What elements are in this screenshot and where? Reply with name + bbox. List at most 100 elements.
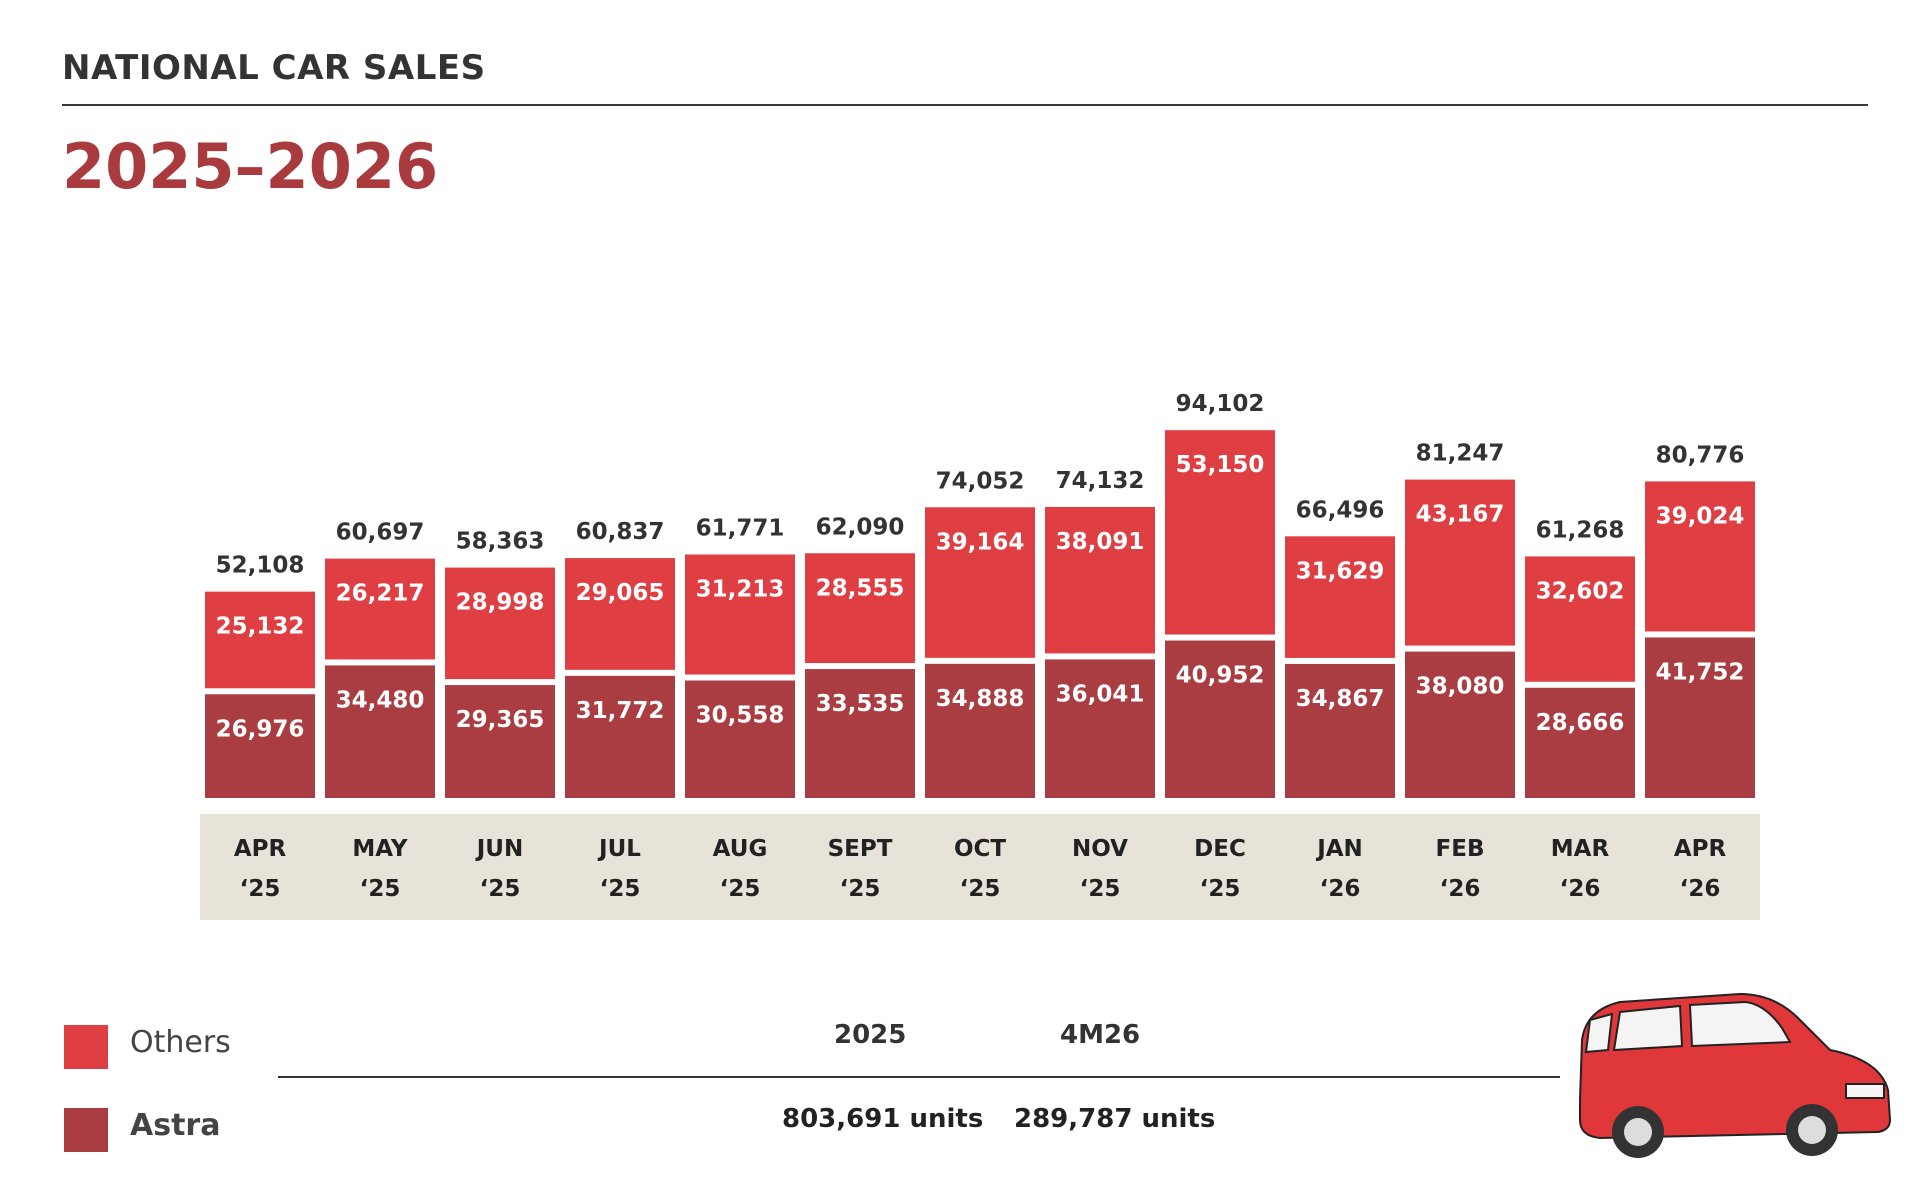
data-label-astra: 41,752 (1656, 659, 1745, 685)
data-label-total: 94,102 (1176, 391, 1265, 417)
data-label-others: 28,555 (816, 575, 905, 601)
bar-others (685, 554, 795, 675)
bar-others (1165, 430, 1275, 635)
bar-astra (1525, 687, 1635, 798)
x-tick-label-year: ‘25 (240, 876, 281, 902)
data-label-astra: 36,041 (1056, 681, 1145, 707)
data-label-total: 52,108 (216, 553, 305, 579)
data-label-others: 26,217 (336, 581, 425, 607)
data-label-astra: 34,867 (1296, 686, 1385, 712)
bar-others (325, 558, 435, 660)
x-tick-label-month: NOV (1072, 836, 1128, 862)
bar-astra (1405, 651, 1515, 798)
x-tick-label-year: ‘25 (720, 876, 761, 902)
stacked-bar-chart: 26,976 25,132 52,108 APR ‘25 34,480 26,217 60,6… (200, 391, 1760, 920)
bar-astra (565, 675, 675, 798)
x-tick-label-year: ‘26 (1320, 876, 1361, 902)
data-label-others: 39,164 (936, 529, 1025, 555)
x-tick-label-year: ‘25 (840, 876, 881, 902)
summary-divider (278, 1076, 1560, 1078)
bar-others (1405, 479, 1515, 646)
x-tick-label-month: JUL (597, 836, 641, 862)
data-label-astra: 34,480 (336, 687, 425, 713)
header-divider (62, 104, 1868, 106)
bar-astra (1285, 663, 1395, 798)
summary-period-4m26: 4M26 (1060, 1020, 1141, 1050)
x-tick-label-year: ‘26 (1560, 876, 1601, 902)
data-label-astra: 33,535 (816, 691, 905, 717)
bar-astra (325, 665, 435, 798)
data-label-total: 80,776 (1656, 442, 1745, 468)
x-tick-label-month: DEC (1194, 836, 1246, 862)
data-label-astra: 30,558 (696, 703, 785, 729)
data-label-total: 62,090 (816, 514, 905, 540)
data-label-others: 31,629 (1296, 558, 1385, 584)
data-label-others: 29,065 (576, 580, 665, 606)
x-tick-label-year: ‘25 (360, 876, 401, 902)
data-label-astra: 29,365 (456, 707, 545, 733)
x-tick-label-month: MAY (352, 836, 407, 862)
data-label-others: 43,167 (1416, 502, 1505, 528)
data-label-total: 58,363 (456, 529, 545, 555)
car-illustration (1579, 992, 1892, 1158)
x-tick-label-month: AUG (713, 836, 768, 862)
x-tick-label-month: APR (234, 836, 287, 862)
data-label-total: 60,837 (576, 519, 665, 545)
legend-label-others: Others (130, 1025, 231, 1060)
legend-label-astra: Astra (130, 1108, 221, 1143)
data-label-others: 25,132 (216, 614, 305, 640)
x-axis-band (200, 814, 1760, 920)
x-tick-label-year: ‘25 (1200, 876, 1241, 902)
x-tick-label-month: JAN (1315, 836, 1363, 862)
data-label-total: 60,697 (336, 520, 425, 546)
bar-others (565, 558, 675, 670)
x-tick-label-year: ‘25 (1080, 876, 1121, 902)
x-tick-label-year: ‘26 (1440, 876, 1481, 902)
section-title: NATIONAL CAR SALES (62, 48, 486, 88)
data-label-astra: 26,976 (216, 716, 305, 742)
bar-astra (1045, 659, 1155, 798)
bar-astra (805, 669, 915, 798)
bar-others (925, 507, 1035, 658)
data-label-astra: 34,888 (936, 686, 1025, 712)
summary-value-2025: 803,691 units (782, 1104, 984, 1134)
x-tick-label-month: SEPT (828, 836, 893, 862)
x-tick-label-month: JUN (475, 836, 523, 862)
data-label-astra: 40,952 (1176, 663, 1265, 689)
legend-swatch-astra (64, 1108, 108, 1152)
bar-astra (445, 685, 555, 798)
x-tick-label-month: OCT (954, 836, 1006, 862)
x-tick-label-year: ‘25 (960, 876, 1001, 902)
bar-others (1645, 481, 1755, 632)
data-label-others: 31,213 (696, 576, 785, 602)
x-tick-label-month: FEB (1436, 836, 1485, 862)
x-tick-label-month: MAR (1551, 836, 1610, 862)
bar-astra (925, 663, 1035, 798)
legend-swatch-others (64, 1025, 108, 1069)
bar-others (1525, 556, 1635, 682)
x-tick-label-year: ‘25 (600, 876, 641, 902)
summary-value-4m26: 289,787 units (1014, 1104, 1216, 1134)
data-label-total: 81,247 (1416, 441, 1505, 467)
bar-others (205, 591, 315, 689)
x-tick-label-year: ‘26 (1680, 876, 1721, 902)
data-label-astra: 31,772 (576, 698, 665, 724)
summary-period-2025: 2025 (834, 1020, 907, 1050)
bar-others (1285, 536, 1395, 658)
bar-others (445, 567, 555, 680)
data-label-others: 39,024 (1656, 503, 1745, 529)
period-title: 2025–2026 (62, 130, 439, 203)
bar-astra (1645, 637, 1755, 798)
bar-astra (1165, 640, 1275, 798)
data-label-total: 61,268 (1536, 517, 1625, 543)
data-label-others: 28,998 (456, 590, 545, 616)
data-label-total: 61,771 (696, 515, 785, 541)
bar-others (1045, 506, 1155, 654)
data-label-others: 32,602 (1536, 578, 1625, 604)
bar-others (805, 553, 915, 664)
data-label-astra: 38,080 (1416, 674, 1505, 700)
data-label-total: 66,496 (1296, 497, 1385, 523)
data-label-others: 38,091 (1056, 529, 1145, 555)
x-tick-label-month: APR (1674, 836, 1727, 862)
x-tick-label-year: ‘25 (480, 876, 521, 902)
